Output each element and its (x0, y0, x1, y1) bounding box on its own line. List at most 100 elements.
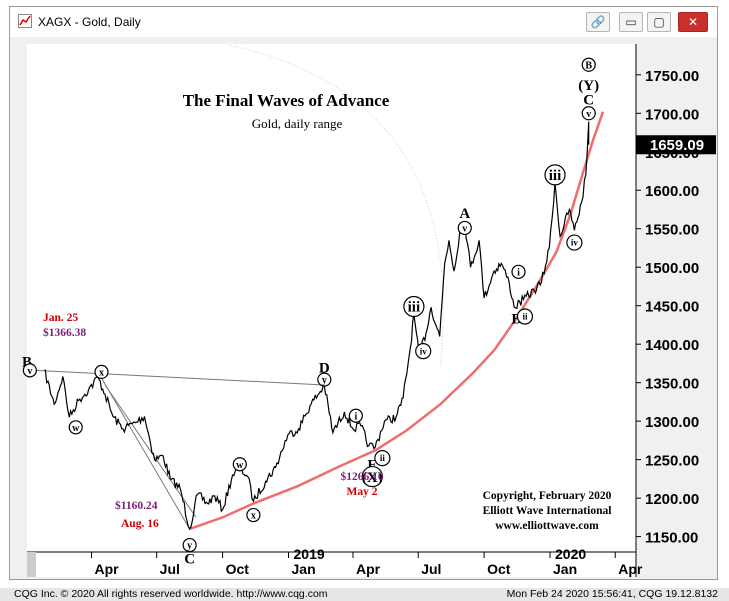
wave-label: ii (516, 308, 534, 325)
wave-label: A (459, 206, 470, 222)
y-tick-label: 1600.00 (645, 183, 699, 200)
trendline (34, 369, 325, 386)
y-tick-label: 1750.00 (645, 68, 699, 85)
y-tick-label: 1250.00 (645, 453, 699, 470)
last-price-value: 1659.09 (650, 137, 704, 154)
wave-label-text: v (27, 366, 32, 377)
wave-label: E (367, 458, 377, 474)
y-tick-label: 1400.00 (645, 337, 699, 354)
x-tick-label: Jan (292, 561, 316, 577)
annotation-price-1366: $1366.38 (43, 326, 86, 339)
wave-label-circle (516, 308, 534, 325)
x-tick-label: Jul (160, 561, 180, 577)
annotation-jan25: Jan. 25 (43, 312, 78, 324)
y-tick-label: 1550.00 (645, 222, 699, 239)
wave-label-text: (X) (362, 470, 383, 486)
close-button[interactable]: ✕ (678, 12, 708, 32)
wave-label: i (511, 264, 526, 279)
y-tick-label: 1150.00 (645, 530, 698, 547)
copyright-company: Elliott Wave International (483, 505, 612, 517)
wave-label-circle (317, 372, 332, 387)
wave-label: v (22, 363, 37, 378)
wave-label-text: i (354, 411, 357, 422)
wave-label-text: iii (408, 300, 421, 316)
wave-label-text: y (322, 375, 327, 386)
plot-area (27, 44, 636, 552)
wave-label: C (583, 93, 594, 109)
wave-label: iv (566, 234, 583, 251)
wave-label-circle (403, 295, 425, 318)
wave-label-circle (581, 57, 596, 72)
lower-channel-line (189, 111, 605, 531)
wave-label-circle (348, 408, 363, 423)
copyright-url: www.elliottwave.com (495, 520, 599, 532)
year-label: 2019 (294, 546, 325, 562)
trendline (104, 384, 197, 518)
title-bar[interactable]: XAGX - Gold, Daily 🔗 ▭ ▢ ✕ (10, 7, 717, 37)
wave-label-text: B (511, 311, 521, 327)
chart-title: The Final Waves of Advance (183, 91, 390, 110)
wave-label-text: B (22, 354, 32, 370)
y-tick-label: 1300.00 (645, 414, 699, 431)
wave-label: iii (544, 164, 566, 186)
wave-label-text: i (517, 267, 520, 278)
wave-label-circle (457, 220, 472, 236)
x-tick-label: Apr (94, 561, 119, 577)
wave-label: w (232, 457, 247, 472)
wave-label-text: x (251, 511, 256, 522)
last-price-tag: 1659.09 (636, 135, 716, 155)
status-copyright: CQG Inc. © 2020 All rights reserved worl… (14, 588, 328, 600)
year-label: 2020 (555, 546, 586, 562)
minimize-button[interactable]: ▭ (619, 12, 643, 32)
wave-label-text: iv (571, 238, 579, 248)
wave-label: B (511, 311, 521, 327)
trendlines (34, 369, 325, 530)
status-bar: CQG Inc. © 2020 All rights reserved worl… (0, 588, 729, 601)
wave-label-text: B (585, 60, 592, 71)
wave-label-circle (68, 420, 83, 435)
wave-label: ii (374, 449, 391, 467)
wave-label-circle (544, 164, 566, 186)
wave-label-text: iv (420, 346, 428, 356)
wave-label-text: A (459, 206, 470, 222)
x-tick-label: Apr (356, 561, 381, 577)
annotation-may2: May 2 (347, 486, 378, 498)
chart-subtitle: Gold, daily range (252, 116, 343, 131)
restore-button[interactable]: ▢ (647, 12, 671, 32)
y-tick-label: 1350.00 (645, 376, 699, 393)
app-icon (18, 14, 32, 28)
wave-label-circle (246, 507, 261, 523)
wave-label: C (184, 551, 195, 567)
x-tick-label: Oct (487, 561, 511, 577)
price-chart[interactable]: 1150.00 1200.00 1250.00 1300.00 1350.00 1400.… (10, 37, 717, 579)
wave-label-circle (22, 363, 37, 378)
y-tick-label: 1700.00 (645, 106, 699, 123)
x-axis-area (27, 552, 636, 577)
wave-label: (Y) (578, 78, 599, 94)
y-tick-label: 1450.00 (645, 299, 699, 316)
wave-label-text: ii (380, 453, 386, 463)
annotation-price-1160: $1160.24 (115, 499, 158, 512)
wave-label-circle (182, 537, 197, 553)
wave-label-circle (581, 106, 596, 121)
wave-label: x (246, 507, 261, 523)
link-button[interactable]: 🔗 (586, 12, 610, 32)
trendline (101, 377, 191, 530)
wave-label: D (319, 361, 330, 377)
wave-label-text: (Y) (578, 78, 599, 94)
wave-label: B (22, 354, 32, 370)
wave-label-text: ii (522, 312, 528, 322)
wave-label: w (68, 420, 83, 435)
wave-label-text: D (319, 361, 330, 377)
wave-label: (X) (361, 465, 383, 488)
scroll-handle[interactable] (27, 552, 36, 577)
annotation-aug16: Aug. 16 (121, 518, 159, 530)
chart-window: XAGX - Gold, Daily 🔗 ▭ ▢ ✕ 1150.00 1200.0… (9, 6, 718, 580)
wave-label-text: C (583, 93, 594, 109)
wave-label: y (182, 537, 197, 553)
copyright-line: Copyright, February 2020 (483, 490, 612, 502)
annotation-price-1266: $1266.10 (340, 470, 383, 483)
wave-label-text: x (99, 367, 104, 378)
x-tick-label: Jan (553, 561, 577, 577)
